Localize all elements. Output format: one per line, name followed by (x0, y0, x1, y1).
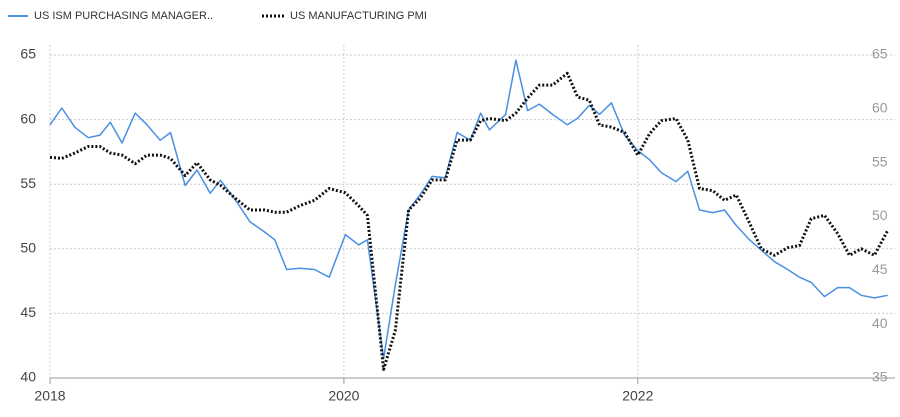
x-tick-label: 2022 (622, 388, 653, 404)
x-tick-label: 2018 (34, 388, 65, 404)
y2-tick-label: 55 (872, 153, 888, 169)
y2-tick-label: 35 (872, 369, 888, 385)
y2-tick-label: 60 (872, 100, 888, 116)
y2-tick-label: 40 (872, 315, 888, 331)
series-line (49, 59, 888, 360)
y2-tick-label: 65 (872, 46, 888, 62)
y-tick-label: 50 (20, 240, 36, 256)
y2-tick-label: 45 (872, 261, 888, 277)
y-tick-label: 60 (20, 110, 36, 126)
y-tick-label: 40 (20, 369, 36, 385)
legend-label: US MANUFACTURING PMI (290, 10, 427, 22)
y-tick-label: 45 (20, 304, 36, 320)
x-tick-label: 2020 (328, 388, 359, 404)
y-tick-label: 55 (20, 175, 36, 191)
legend-label: US ISM PURCHASING MANAGER.. (34, 10, 213, 22)
series-line (49, 71, 890, 371)
y-tick-label: 65 (20, 46, 36, 62)
y2-tick-label: 50 (872, 207, 888, 223)
